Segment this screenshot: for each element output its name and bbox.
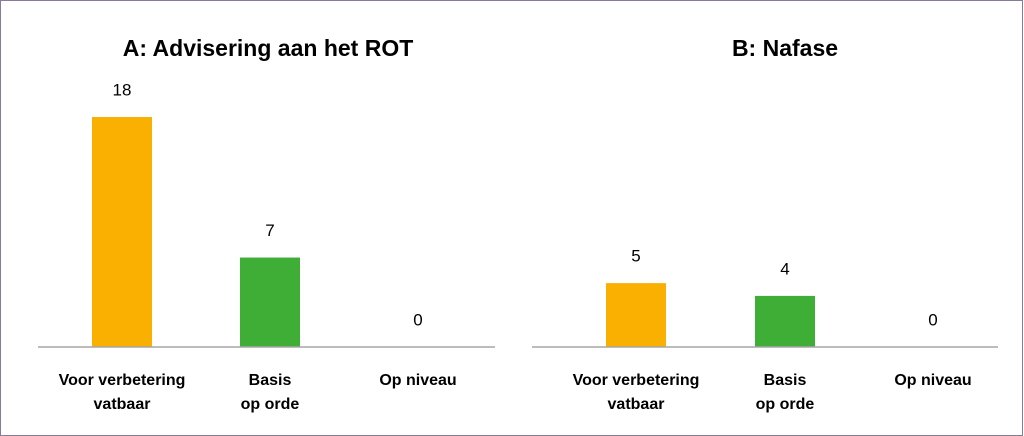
- x-tick-label: vatbaar: [608, 396, 665, 413]
- value-label: 0: [928, 310, 937, 329]
- chart-title: A: Advisering aan het ROT: [123, 35, 414, 61]
- value-label: 5: [631, 247, 640, 266]
- x-tick-label: Op niveau: [894, 372, 971, 389]
- bar: [92, 117, 152, 347]
- value-label: 7: [265, 221, 274, 240]
- value-label: 0: [413, 310, 422, 329]
- x-tick-label: Op niveau: [379, 372, 456, 389]
- bar: [755, 295, 815, 347]
- value-label: 18: [113, 80, 132, 99]
- value-label: 4: [780, 259, 789, 278]
- bar: [240, 257, 300, 347]
- bar: [606, 283, 666, 347]
- x-tick-label: op orde: [241, 396, 300, 413]
- x-tick-label: op orde: [756, 396, 815, 413]
- x-tick-label: Basis: [764, 372, 807, 389]
- chart-title: B: Nafase: [732, 35, 838, 61]
- x-tick-label: Basis: [249, 372, 292, 389]
- x-tick-label: Voor verbetering: [573, 372, 700, 389]
- x-tick-label: vatbaar: [94, 396, 151, 413]
- x-tick-label: Voor verbetering: [59, 372, 186, 389]
